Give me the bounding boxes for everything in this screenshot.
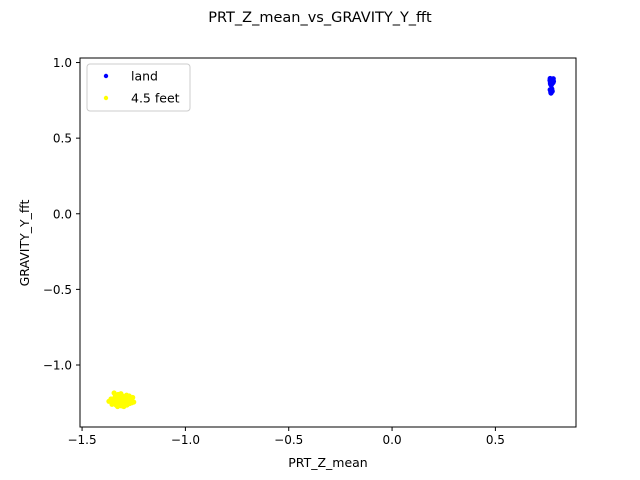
scatter-point-land-20 [549,86,555,92]
legend-box [86,63,191,112]
legend-label-4-5-feet: 4.5 feet [131,91,180,106]
x-tick-label: −0.5 [274,433,303,447]
scatter-point-4-5-feet-35 [116,394,122,400]
scatter-point-4-5-feet-39 [110,398,117,404]
legend-label-land: land [131,69,158,84]
x-tick-label: −1.0 [171,433,200,447]
y-tick-label: 0.5 [53,132,72,146]
scatter-point-4-5-feet-24 [115,403,121,410]
plot-points [106,75,557,410]
chart-title: PRT_Z_mean_vs_GRAVITY_Y_fft [208,10,432,26]
y-tick-label: −0.5 [43,283,72,297]
x-tick-label: 0.5 [486,433,505,447]
x-axis-ticks: −1.5 −1.0 −0.5 0.0 0.5 [67,427,505,447]
legend: land 4.5 feet [86,63,191,112]
scatter-point-land-19 [548,90,554,96]
scatter-point-land-24 [548,80,554,87]
x-tick-label: −1.5 [67,433,96,447]
scatter-point-4-5-feet-27 [124,402,130,408]
x-axis-label: PRT_Z_mean [288,455,367,470]
legend-marker-land [103,73,109,79]
y-axis-label: GRAVITY_Y_fft [17,200,32,287]
plot-frame [79,57,577,428]
legend-marker-4-5-feet [103,95,109,101]
y-tick-label: −1.0 [43,358,72,372]
x-tick-label: 0.0 [383,433,402,447]
y-tick-label: 1.0 [53,56,72,70]
scatter-point-4-5-feet-38 [125,396,131,403]
scatter-point-4-5-feet-22 [111,390,117,396]
y-axis-ticks: 1.0 0.5 0.0 −0.5 −1.0 [43,56,80,372]
y-tick-label: 0.0 [53,207,72,221]
